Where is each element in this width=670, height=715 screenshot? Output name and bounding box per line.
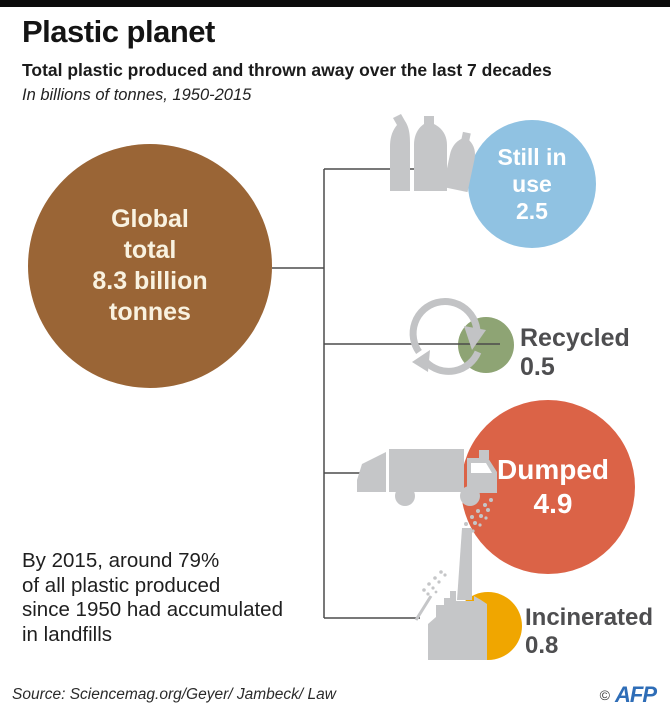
label-recycled-name: Recycled [520, 324, 630, 352]
copyright-icon: © [599, 687, 610, 703]
bubble-global-label: Global total 8.3 billion tonnes [92, 205, 208, 326]
page-title: Plastic planet [22, 14, 215, 49]
landfill-annotation: By 2015, around 79% of all plastic produ… [22, 549, 283, 646]
incinerator-sparks [422, 498, 493, 596]
afp-wordmark: AFP [615, 682, 657, 707]
incinerator-icon [414, 498, 493, 660]
source-credit: Source: Sciencemag.org/Geyer/ Jambeck/ L… [12, 686, 336, 703]
label-incinerated-name: Incinerated [525, 604, 654, 631]
label-recycled-value: 0.5 [520, 353, 555, 381]
label-incinerated-value: 0.8 [525, 632, 559, 659]
garbage-truck-icon [357, 449, 497, 506]
label-recycled: Recycled 0.5 [520, 324, 630, 382]
label-incinerated: Incinerated 0.8 [525, 604, 653, 660]
bubble-global-total: Global total 8.3 billion tonnes [28, 144, 272, 388]
bubble-still-in-use: Still in use 2.5 [468, 120, 596, 248]
top-bar [0, 0, 670, 7]
unit-note: In billions of tonnes, 1950-2015 [22, 86, 252, 104]
recycle-arrows-icon [409, 298, 486, 375]
plastic-bottles-icon [390, 114, 475, 193]
afp-logo: © AFP [599, 682, 657, 708]
bubble-still-in-use-label: Still in use 2.5 [497, 143, 567, 224]
subtitle: Total plastic produced and thrown away o… [22, 60, 552, 80]
bubble-dumped-label: Dumped 4.9 [497, 454, 609, 519]
